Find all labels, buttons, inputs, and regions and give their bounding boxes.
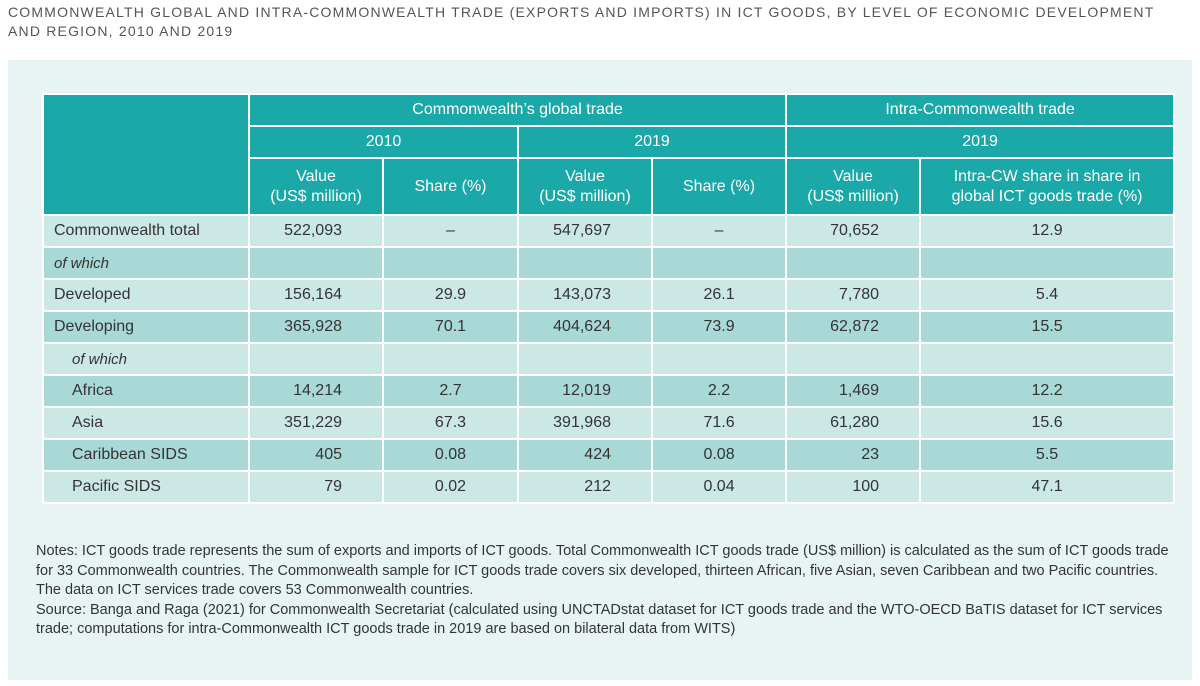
cell: 67.3 bbox=[382, 406, 519, 440]
cell: 5.4 bbox=[919, 278, 1176, 312]
data-row: Pacific SIDS 79 0.02 212 0.04 100 47.1 bbox=[42, 470, 1176, 504]
trade-table: Commonwealth’s global trade Intra-Commonw… bbox=[42, 93, 1176, 504]
row-label: Africa bbox=[42, 374, 250, 408]
data-row: Developed 156,164 29.9 143,073 26.1 7,780 5.4 bbox=[42, 278, 1176, 312]
cell: 391,968 bbox=[517, 406, 653, 440]
cell: 100 bbox=[785, 470, 922, 504]
row-label: Asia bbox=[42, 406, 250, 440]
cell bbox=[382, 342, 519, 376]
year-header: 2019 bbox=[516, 125, 788, 159]
cell: 47.1 bbox=[919, 470, 1176, 504]
cell: 547,697 bbox=[517, 214, 653, 248]
cell bbox=[785, 246, 922, 280]
cell: 26.1 bbox=[650, 278, 788, 312]
cell bbox=[650, 246, 788, 280]
cell bbox=[248, 246, 384, 280]
table-body: Commonwealth’s global trade Intra-Commonw… bbox=[42, 93, 1176, 504]
panel: Commonwealth’s global trade Intra-Commonw… bbox=[8, 60, 1192, 680]
cell: 404,624 bbox=[517, 310, 653, 344]
column-header: Value (US$ million) bbox=[785, 157, 922, 216]
cell: 0.08 bbox=[650, 438, 788, 472]
cell: 15.5 bbox=[919, 310, 1176, 344]
row-label: Caribbean SIDS bbox=[42, 438, 250, 472]
cell bbox=[919, 342, 1176, 376]
cell: 7,780 bbox=[785, 278, 922, 312]
data-row: Africa 14,214 2.7 12,019 2.2 1,469 12.2 bbox=[42, 374, 1176, 408]
cell: 2.2 bbox=[650, 374, 788, 408]
cell: 29.9 bbox=[382, 278, 519, 312]
cell bbox=[382, 246, 519, 280]
cell: 12,019 bbox=[517, 374, 653, 408]
cell: 143,073 bbox=[517, 278, 653, 312]
row-label: Developed bbox=[42, 278, 250, 312]
cell bbox=[650, 342, 788, 376]
cell: 23 bbox=[785, 438, 922, 472]
note: Notes: ICT goods trade represents the su… bbox=[36, 543, 1169, 598]
notes: Notes: ICT goods trade represents the su… bbox=[36, 542, 1176, 640]
cell: 1,469 bbox=[785, 374, 922, 408]
column-header: Intra-CW share in share in global ICT go… bbox=[919, 157, 1176, 216]
header-row: 2010 2019 2019 bbox=[43, 125, 1176, 159]
year-header: 2019 bbox=[785, 125, 1176, 159]
cell: 405 bbox=[248, 438, 384, 472]
row-label: Commonwealth total bbox=[42, 214, 250, 248]
table-title: COMMONWEALTH GLOBAL AND INTRA-COMMONWEAL… bbox=[8, 4, 1155, 39]
header-row: Value (US$ million) Share (%) Value (US$ m… bbox=[43, 157, 1176, 216]
cell: 0.08 bbox=[382, 438, 519, 472]
cell: – bbox=[382, 214, 519, 248]
cell: 62,872 bbox=[785, 310, 922, 344]
cell: 70.1 bbox=[382, 310, 519, 344]
cell: 71.6 bbox=[650, 406, 788, 440]
cell: 61,280 bbox=[785, 406, 922, 440]
cell: 522,093 bbox=[248, 214, 384, 248]
cell: 156,164 bbox=[248, 278, 384, 312]
row-label: of which bbox=[42, 246, 250, 280]
cell: 79 bbox=[248, 470, 384, 504]
row-label: of which bbox=[42, 342, 250, 376]
cell: 212 bbox=[517, 470, 653, 504]
corner-cell bbox=[42, 93, 250, 216]
data-row: of which bbox=[42, 342, 1176, 376]
data-row: Commonwealth total 522,093–547,697–70,652… bbox=[42, 214, 1176, 248]
cell: 0.02 bbox=[382, 470, 519, 504]
cell: 12.2 bbox=[919, 374, 1176, 408]
cell bbox=[248, 342, 384, 376]
note: Source: Banga and Raga (2021) for Common… bbox=[36, 601, 1163, 638]
cell bbox=[517, 342, 653, 376]
group-header: Intra-Commonwealth trade bbox=[785, 93, 1176, 127]
cell: 0.04 bbox=[650, 470, 788, 504]
cell: 73.9 bbox=[650, 310, 788, 344]
cell: 2.7 bbox=[382, 374, 519, 408]
cell: 15.6 bbox=[919, 406, 1176, 440]
row-label: Pacific SIDS bbox=[42, 470, 250, 504]
cell: 424 bbox=[517, 438, 653, 472]
column-header: Share (%) bbox=[650, 157, 788, 216]
column-header: Value (US$ million) bbox=[517, 157, 653, 216]
data-row: Asia 351,229 67.3 391,968 71.6 61,280 15.6 bbox=[42, 406, 1176, 440]
data-row: Developing 365,928 70.1 404,624 73.9 62,872 15… bbox=[42, 310, 1176, 344]
year-header: 2010 bbox=[248, 125, 519, 159]
cell: 365,928 bbox=[248, 310, 384, 344]
cell bbox=[785, 342, 922, 376]
cell: 70,652 bbox=[785, 214, 922, 248]
cell: 5.5 bbox=[919, 438, 1176, 472]
cell bbox=[919, 246, 1176, 280]
row-label: Developing bbox=[42, 310, 250, 344]
column-header: Share (%) bbox=[382, 157, 519, 216]
cell: 14,214 bbox=[248, 374, 384, 408]
cell: – bbox=[650, 214, 788, 248]
data-row: Caribbean SIDS 405 0.08 424 0.08 23 5.5 bbox=[42, 438, 1176, 472]
data-row: of which bbox=[42, 246, 1176, 280]
cell: 351,229 bbox=[248, 406, 384, 440]
column-header: Value (US$ million) bbox=[248, 157, 384, 216]
header-row: Commonwealth’s global trade Intra-Commonw… bbox=[42, 93, 1176, 216]
group-header: Commonwealth’s global trade bbox=[247, 93, 788, 127]
cell bbox=[517, 246, 653, 280]
cell: 12.9 bbox=[919, 214, 1176, 248]
